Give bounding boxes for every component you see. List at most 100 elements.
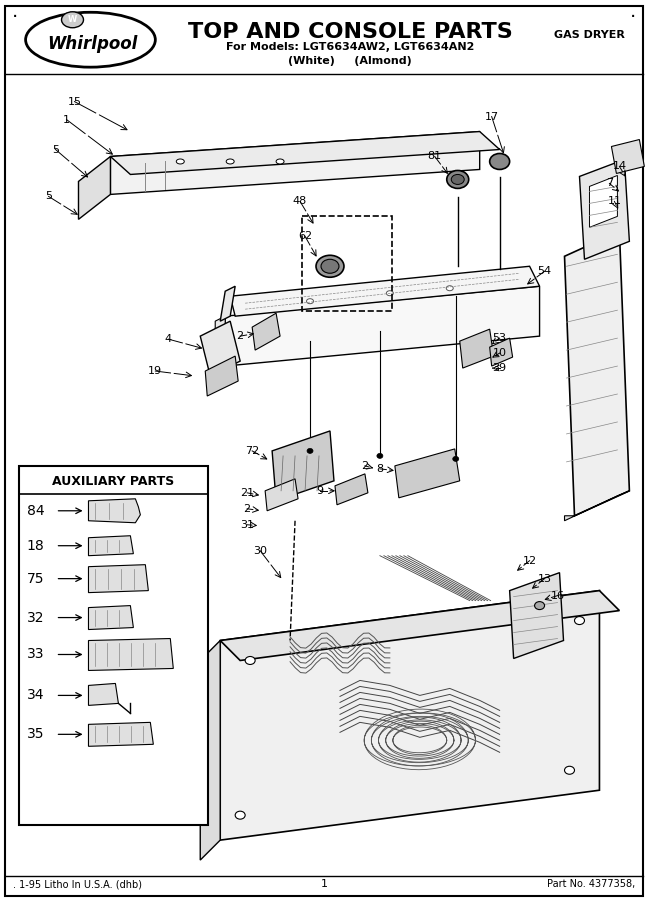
Ellipse shape (564, 766, 575, 774)
Text: (White)     (Almond): (White) (Almond) (288, 56, 412, 66)
Ellipse shape (535, 601, 544, 609)
Text: 72: 72 (245, 446, 259, 456)
Ellipse shape (386, 291, 393, 296)
Text: W: W (68, 15, 77, 24)
Polygon shape (220, 590, 599, 840)
Text: 4: 4 (165, 334, 172, 344)
Text: Whirlpool: Whirlpool (47, 35, 137, 53)
Ellipse shape (26, 13, 156, 68)
Text: 33: 33 (27, 647, 45, 662)
Polygon shape (395, 449, 459, 498)
Polygon shape (265, 479, 298, 511)
Text: .: . (12, 3, 17, 22)
Text: 75: 75 (27, 572, 45, 586)
Polygon shape (89, 638, 173, 670)
Text: 14: 14 (612, 161, 627, 172)
Polygon shape (89, 564, 148, 592)
Polygon shape (89, 723, 154, 746)
Polygon shape (579, 159, 629, 259)
Polygon shape (564, 231, 629, 516)
Text: 16: 16 (551, 590, 564, 600)
Ellipse shape (446, 170, 469, 188)
Ellipse shape (276, 159, 284, 164)
Polygon shape (590, 176, 618, 228)
Text: For Models: LGT6634AW2, LGT6634AN2: For Models: LGT6634AW2, LGT6634AN2 (226, 41, 474, 51)
Text: 31: 31 (240, 520, 254, 530)
Polygon shape (564, 491, 629, 521)
Polygon shape (490, 338, 513, 366)
Text: 62: 62 (298, 231, 312, 241)
Text: 53: 53 (492, 333, 507, 343)
Polygon shape (335, 474, 368, 505)
Polygon shape (612, 140, 644, 174)
Text: 2: 2 (244, 504, 251, 514)
Text: 1: 1 (321, 879, 327, 889)
Ellipse shape (235, 811, 245, 819)
Polygon shape (252, 313, 280, 350)
Text: 9: 9 (316, 486, 323, 496)
Ellipse shape (62, 12, 84, 28)
Polygon shape (89, 606, 133, 629)
Text: 5: 5 (52, 145, 59, 155)
Polygon shape (200, 321, 240, 376)
Ellipse shape (321, 259, 339, 274)
Ellipse shape (226, 159, 234, 164)
Text: 18: 18 (27, 539, 45, 553)
Text: 32: 32 (27, 610, 45, 625)
Text: 19: 19 (148, 366, 163, 376)
Text: . 1-95 Litho In U.S.A. (dhb): . 1-95 Litho In U.S.A. (dhb) (12, 879, 142, 889)
Text: 5: 5 (45, 192, 52, 202)
Text: 13: 13 (538, 573, 551, 583)
Text: 2: 2 (237, 331, 244, 341)
Text: 54: 54 (537, 266, 551, 276)
Polygon shape (110, 131, 500, 175)
Polygon shape (89, 499, 141, 523)
Text: 81: 81 (428, 151, 442, 161)
Text: 11: 11 (607, 196, 621, 206)
Text: 35: 35 (27, 727, 45, 742)
Text: 84: 84 (27, 504, 45, 518)
Ellipse shape (451, 175, 464, 184)
Polygon shape (230, 266, 540, 316)
Ellipse shape (245, 656, 255, 664)
Ellipse shape (176, 159, 184, 164)
Text: 12: 12 (522, 555, 537, 566)
Polygon shape (220, 286, 235, 321)
Polygon shape (205, 356, 238, 396)
Polygon shape (226, 286, 540, 366)
Text: 15: 15 (67, 96, 82, 106)
Polygon shape (509, 572, 564, 659)
Ellipse shape (316, 256, 344, 277)
Ellipse shape (307, 299, 314, 303)
Polygon shape (459, 329, 494, 368)
Text: TOP AND CONSOLE PARTS: TOP AND CONSOLE PARTS (187, 22, 513, 41)
Text: AUXILIARY PARTS: AUXILIARY PARTS (52, 475, 174, 489)
Text: 10: 10 (492, 348, 507, 358)
Text: 30: 30 (253, 545, 267, 555)
Text: 48: 48 (293, 196, 307, 206)
Polygon shape (200, 641, 220, 860)
Text: Part No. 4377358,: Part No. 4377358, (547, 879, 636, 889)
Text: 2: 2 (362, 461, 369, 471)
Polygon shape (78, 157, 110, 220)
Polygon shape (215, 316, 226, 371)
Bar (302, 216, 392, 311)
Ellipse shape (377, 454, 383, 458)
Text: 8: 8 (376, 464, 384, 474)
Ellipse shape (575, 616, 584, 625)
Polygon shape (110, 131, 480, 194)
Text: 7: 7 (606, 178, 613, 188)
Text: 39: 39 (492, 363, 507, 374)
Bar (19, 466, 208, 825)
Ellipse shape (490, 154, 509, 169)
Polygon shape (89, 536, 133, 555)
Ellipse shape (446, 285, 453, 291)
Text: 21: 21 (240, 488, 254, 498)
Text: .: . (631, 3, 636, 22)
Text: 17: 17 (485, 112, 499, 122)
Text: 1: 1 (63, 114, 70, 124)
Polygon shape (89, 683, 119, 706)
Polygon shape (220, 590, 619, 661)
Text: 34: 34 (27, 688, 45, 702)
Text: GAS DRYER: GAS DRYER (554, 30, 625, 40)
